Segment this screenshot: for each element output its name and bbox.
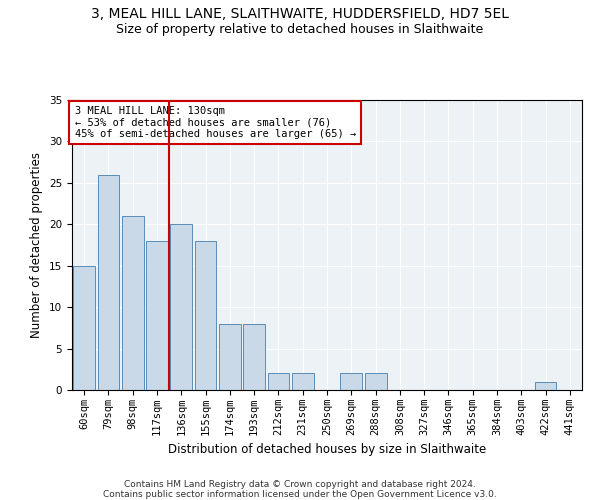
Bar xyxy=(122,216,143,390)
Text: Distribution of detached houses by size in Slaithwaite: Distribution of detached houses by size … xyxy=(168,442,486,456)
Text: 3, MEAL HILL LANE, SLAITHWAITE, HUDDERSFIELD, HD7 5EL: 3, MEAL HILL LANE, SLAITHWAITE, HUDDERSF… xyxy=(91,8,509,22)
Bar xyxy=(146,241,168,390)
Bar xyxy=(292,374,314,390)
Bar xyxy=(243,324,265,390)
Text: Contains HM Land Registry data © Crown copyright and database right 2024.
Contai: Contains HM Land Registry data © Crown c… xyxy=(103,480,497,500)
Bar xyxy=(170,224,192,390)
Bar xyxy=(219,324,241,390)
Text: 3 MEAL HILL LANE: 130sqm
← 53% of detached houses are smaller (76)
45% of semi-d: 3 MEAL HILL LANE: 130sqm ← 53% of detach… xyxy=(74,106,356,139)
Bar xyxy=(73,266,95,390)
Text: Size of property relative to detached houses in Slaithwaite: Size of property relative to detached ho… xyxy=(116,22,484,36)
Bar xyxy=(194,241,217,390)
Y-axis label: Number of detached properties: Number of detached properties xyxy=(31,152,43,338)
Bar xyxy=(268,374,289,390)
Bar xyxy=(535,382,556,390)
Bar xyxy=(365,374,386,390)
Bar xyxy=(97,174,119,390)
Bar xyxy=(340,374,362,390)
